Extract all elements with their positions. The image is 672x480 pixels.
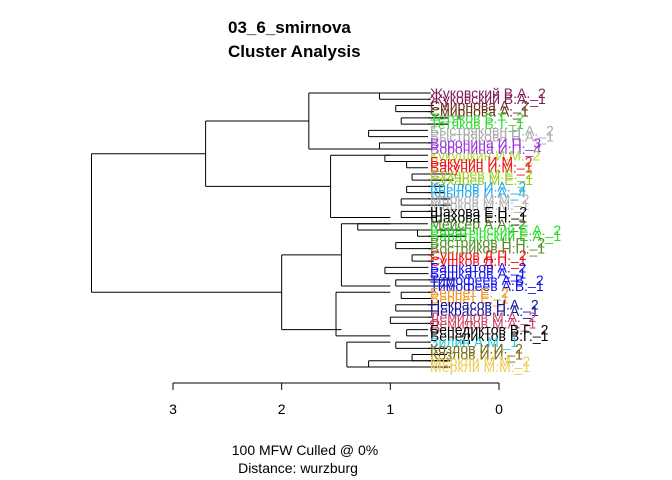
leaf-label: Тетяков Б.Т._1	[430, 116, 524, 132]
chart-title-line-1: 03_6_smirnova	[228, 18, 351, 37]
leaf-label: Смирнова А._1	[430, 104, 529, 120]
leaf-label: Меркли М.М._1	[430, 359, 530, 375]
leaf-label: Шахова Е.Н._2	[430, 203, 527, 219]
caption-distance: Distance: wurzburg	[238, 460, 358, 476]
leaf-label: Мейсер А.А._2	[430, 216, 526, 232]
leaf-label: Башкатов А._1	[430, 266, 526, 282]
leaf-label: Крылов И.А._2	[430, 178, 526, 194]
leaf-label: Шахова Е.Н._1	[430, 210, 527, 226]
leaf-label: Тимофеев А.В._1	[430, 278, 544, 294]
axis-tick-label: 0	[495, 401, 503, 417]
leaf-label: Козлов И.И._2	[430, 340, 523, 356]
leaf-label: Бернет Е._2	[430, 284, 509, 300]
leaf-label: Бакунин И.М._2	[430, 154, 533, 170]
leaf-label: Демидов М.А._2	[430, 309, 537, 325]
leaf-label: Смирнова А._2	[430, 97, 529, 113]
leaf-label: Сухарев М.Е._1	[430, 172, 533, 188]
axis-tick-label: 3	[169, 401, 177, 417]
leaf-label: Сушков Д.П._1	[430, 253, 527, 269]
leaf-label: Быстряковн Н.А._2	[430, 122, 554, 138]
leaf-label: Некрасов Н.А._2	[430, 297, 539, 313]
leaf-label: Меркли М.М._2	[430, 353, 530, 369]
leaf-label: Баратынский Е.А._2	[430, 222, 561, 238]
leaf-label: Крылов И.А._4	[430, 185, 526, 201]
leaf-label: Козлов И.И._1	[430, 347, 523, 363]
leaf-label: Сухарев М.Е._2	[430, 166, 533, 182]
leaf-label: Бенедиктов В.Г._2	[430, 322, 549, 338]
leaf-label: Марков М.М._2	[430, 191, 530, 207]
leaf-label: Башкатов А._2	[430, 259, 526, 275]
leaf-label: Востриков Н.П._1	[430, 241, 545, 257]
leaf-label: Бернет Е._1	[430, 291, 509, 307]
leaf-label: Тетяков Б.Т._2	[430, 110, 524, 126]
leaf-label: Востриков Н.П._2	[430, 234, 545, 250]
leaf-label: Некрасов Н.А._1	[430, 303, 539, 319]
leaf-label: Баратынский Е.А._1	[430, 228, 561, 244]
leaf-label: Быстряковн Н.А._1	[430, 129, 554, 145]
leaf-label: Демидов М.А._1	[430, 315, 537, 331]
leaf-label: Жуковский В.А._2	[430, 85, 546, 101]
dendrogram-tree	[91, 92, 467, 368]
caption-mfw: 100 MFW Culled @ 0%	[232, 442, 378, 458]
leaf-label: Тимофеев А.В._2	[430, 272, 544, 288]
leaf-label: Бенедиктов В.Г._1	[430, 328, 549, 344]
axis-tick-label: 1	[386, 401, 394, 417]
leaf-label: Бакунин И.М._1	[430, 160, 533, 176]
leaf-label: Воронина И.П._4	[430, 141, 541, 157]
leaf-label: Марков М.М._1	[430, 197, 530, 213]
leaf-label: Жуковский В.А._1	[430, 91, 546, 107]
axis-tick-label: 2	[278, 401, 286, 417]
leaf-label: Зилин А.М._1	[430, 334, 518, 350]
leaf-label: Кукушкин И.М._2	[430, 147, 541, 163]
leaf-label: Сушков Д.П._2	[430, 247, 527, 263]
chart-title-line-2: Cluster Analysis	[228, 42, 361, 61]
distance-axis: 3 2 1 0	[169, 382, 503, 417]
leaf-label: Воронина И.П._3	[430, 135, 541, 151]
